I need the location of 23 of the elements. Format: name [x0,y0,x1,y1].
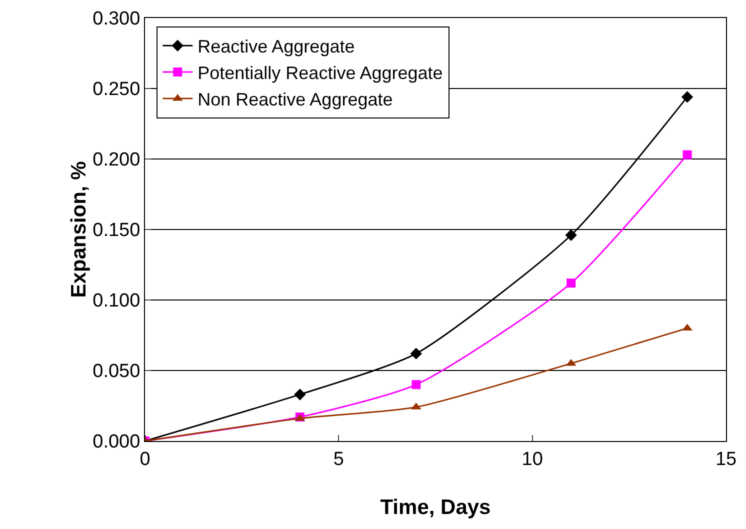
x-axis-title: Time, Days [380,496,491,519]
x-tick-label: 5 [333,448,344,470]
legend-label: Reactive Aggregate [198,36,355,57]
point [682,150,692,160]
point [294,388,306,400]
y-tick-label: 0.050 [92,361,140,382]
point [681,91,694,103]
y-tick-label: 0.000 [92,432,140,453]
point [412,380,421,390]
y-tick-label: 0.200 [92,150,140,171]
point [565,229,577,241]
y-tick-label: 0.100 [92,290,140,312]
y-tick-label: 0.300 [92,8,140,30]
x-tick-label: 10 [522,448,543,470]
y-tick-label: 0.250 [92,79,140,100]
legend-label: Potentially Reactive Aggregate [198,63,443,84]
x-tick-label: 0 [140,448,150,470]
point [566,278,576,288]
legend-label: Non Reactive Aggregate [198,89,393,110]
y-axis-title: Expansion, % [68,160,91,298]
y-tick-label: 0.150 [92,220,140,242]
point [410,348,422,360]
x-tick-label: 15 [715,448,737,470]
